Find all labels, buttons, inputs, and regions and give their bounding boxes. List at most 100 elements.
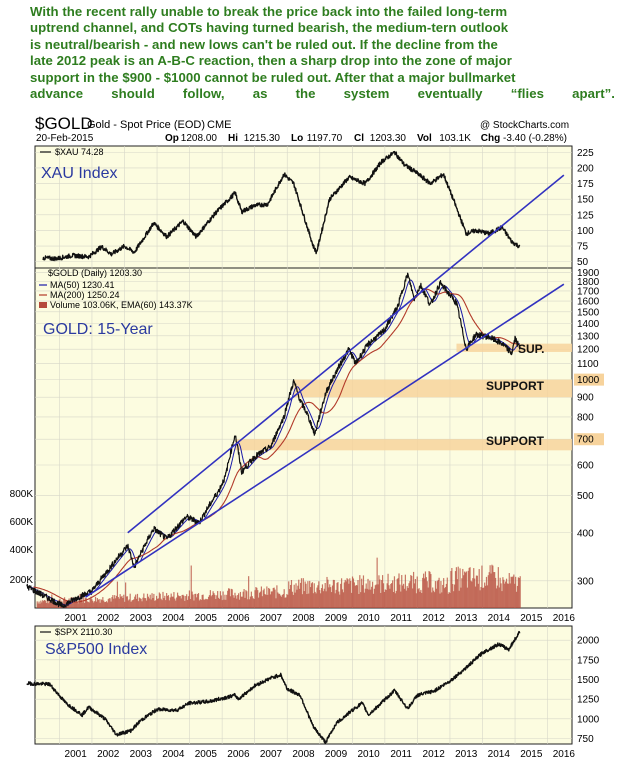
volume-bar <box>392 592 395 608</box>
support-zone <box>456 343 572 352</box>
volume-bar <box>279 593 281 608</box>
volume-bar <box>203 599 205 608</box>
volume-bar <box>439 593 441 608</box>
volume-bar <box>39 603 41 608</box>
y-tick-label: 1250 <box>577 695 600 706</box>
volume-bar <box>180 598 182 608</box>
volume-bar <box>159 593 161 608</box>
volume-bar <box>335 589 337 608</box>
volume-bar <box>424 571 427 608</box>
volume-bar <box>453 584 456 608</box>
volume-bar <box>391 583 393 608</box>
volume-bar <box>272 587 274 608</box>
volume-bar <box>78 599 80 608</box>
volume-bar <box>412 571 415 608</box>
volume-bar <box>251 596 253 608</box>
volume-bar <box>130 601 132 608</box>
volume-bar <box>52 601 54 608</box>
ohlc-label: Vol <box>417 133 432 144</box>
volume-bar <box>443 578 445 608</box>
volume-bar <box>259 591 262 608</box>
volume-bar <box>138 597 140 608</box>
volume-bar <box>426 581 428 608</box>
volume-bar <box>511 577 513 608</box>
ohlc-row: Op 1208.00 Hi 1215.30 Lo 1197.70 Cl 1203.30 Vol 1… <box>165 133 567 144</box>
y-tick-label: 300 <box>577 576 594 587</box>
volume-bar <box>81 598 83 608</box>
volume-bar <box>36 601 38 608</box>
volume-bar <box>468 567 470 608</box>
volume-bar <box>323 588 325 608</box>
volume-bar <box>91 599 93 608</box>
year-tick-label: 2004 <box>162 613 185 624</box>
volume-bar <box>105 601 108 608</box>
volume-bar <box>135 594 137 608</box>
year-tick-label: 2010 <box>357 749 380 760</box>
volume-bar <box>494 577 497 608</box>
volume-bar <box>321 584 324 608</box>
volume-bar <box>76 601 78 608</box>
volume-bar <box>73 599 75 608</box>
volume-bar <box>230 588 232 608</box>
volume-bar <box>293 584 295 608</box>
volume-bar <box>117 597 119 608</box>
volume-bar <box>362 575 365 608</box>
volume-bar <box>229 596 232 608</box>
volume-bar <box>215 598 217 608</box>
volume-bar <box>361 585 364 608</box>
volume-bar <box>179 595 181 608</box>
volume-bar <box>484 585 487 608</box>
line-layer <box>26 150 565 745</box>
volume-bar <box>327 579 329 608</box>
volume-bar <box>110 601 112 608</box>
volume-bar <box>234 592 236 608</box>
volume-bar <box>218 598 221 608</box>
volume-bar <box>79 593 81 608</box>
volume-bar <box>73 601 76 608</box>
volume-bar <box>287 594 289 608</box>
volume-tick-label: 800K <box>10 489 34 500</box>
volume-bar <box>356 585 358 608</box>
volume-bar <box>320 593 322 608</box>
volume-bar <box>131 600 133 608</box>
volume-bar <box>208 595 211 608</box>
volume-bar <box>503 579 505 608</box>
volume-bar <box>478 569 480 608</box>
volume-bar <box>158 592 160 608</box>
volume-bar <box>184 600 186 608</box>
ohlc-value: 1208.00 <box>181 133 218 144</box>
volume-bar <box>513 574 515 608</box>
volume-bar <box>157 598 160 608</box>
volume-bar <box>273 587 275 608</box>
volume-bar <box>252 598 254 608</box>
volume-bar <box>394 593 396 608</box>
volume-bar <box>475 575 478 608</box>
y-tick-label: 1400 <box>577 319 600 330</box>
y-tick-label: 2000 <box>577 636 600 647</box>
volume-bar <box>123 594 125 608</box>
volume-bar <box>248 599 251 608</box>
volume-bar <box>371 586 373 608</box>
volume-bar <box>447 593 449 608</box>
volume-bar <box>231 589 233 608</box>
volume-bar <box>413 583 416 608</box>
volume-bar <box>428 570 430 608</box>
volume-bar <box>304 581 306 608</box>
volume-bar <box>299 582 302 608</box>
volume-bar <box>262 590 264 608</box>
year-tick-label: 2015 <box>520 749 543 760</box>
volume-bar <box>290 579 293 608</box>
xau-legend-text: $XAU 74.28 <box>55 147 104 157</box>
volume-bar <box>381 580 383 608</box>
volume-bar <box>152 597 154 608</box>
volume-bar <box>201 594 203 608</box>
commentary-line: is neutral/bearish - and new lows can't … <box>30 36 498 52</box>
spx-legend-text: $SPX 2110.30 <box>55 627 112 637</box>
spx-legend: $SPX 2110.30 <box>40 627 112 637</box>
volume-bar <box>50 599 52 608</box>
volume-bar <box>113 598 115 608</box>
volume-tick-label: 200K <box>10 575 34 586</box>
volume-bar <box>433 592 436 608</box>
volume-bar <box>452 584 454 608</box>
year-tick-label: 2003 <box>130 749 153 760</box>
